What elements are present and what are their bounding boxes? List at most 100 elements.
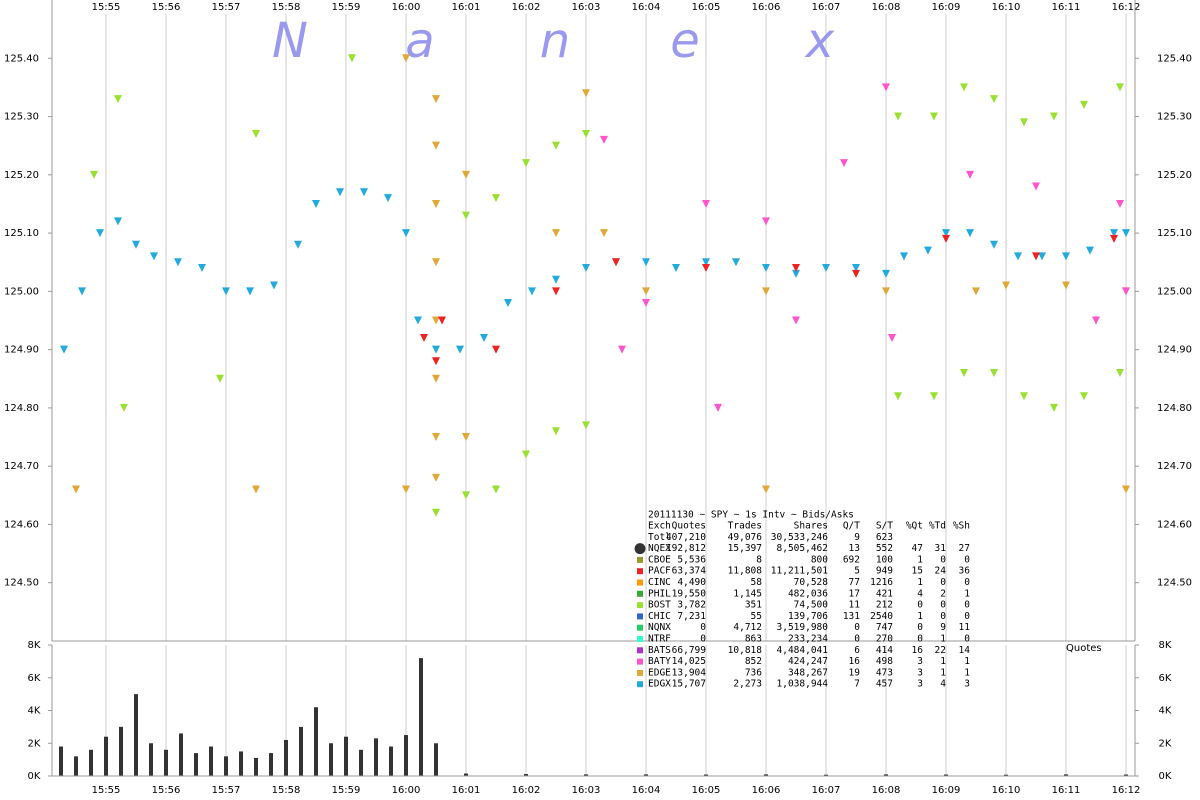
quote-mark [462,211,470,220]
quote-mark [762,287,770,296]
quote-mark [432,433,440,442]
table-cell: 7,231 [677,611,706,622]
quote-mark [894,112,902,121]
x-tick-label: 15:58 [272,2,301,13]
x-tick-label: 16:09 [932,785,961,796]
table-cell: 4,484,041 [777,645,829,656]
volume-bar [944,774,948,776]
table-cell: 19,550 [672,588,707,599]
quote-mark [1050,403,1058,412]
quote-mark [714,403,722,412]
table-title: 20111130 ~ SPY ~ 1s Intv ~ Bids/Asks [648,510,854,521]
quote-mark [1122,485,1130,494]
quote-mark [600,229,608,238]
table-cell: 1 [964,656,970,667]
table-cell: 2540 [870,611,893,622]
volume-bar [284,739,288,776]
x-tick-label: 16:05 [692,785,721,796]
x-tick-label: 16:10 [992,785,1021,796]
y-tick-label: 0K [1159,771,1172,782]
x-tick-label: 16:09 [932,2,961,13]
quote-mark [432,374,440,383]
table-cell: 16 [849,656,861,667]
row-marker [637,669,643,676]
x-tick-label: 16:03 [572,2,601,13]
y-tick-label: 124.50 [4,578,39,589]
quote-mark [642,258,650,267]
quote-mark [1020,118,1028,127]
quote-mark [1050,112,1058,121]
table-cell: 3,519,980 [777,622,829,633]
quote-mark [294,240,302,249]
quote-mark [1062,281,1070,290]
volume-bar [389,746,393,776]
table-cell: 473 [876,667,893,678]
quote-mark [840,159,848,168]
table-cell: 0 [917,634,923,645]
x-tick-label: 16:05 [692,2,721,13]
volume-bar [704,774,708,776]
table-cell: 736 [745,667,762,678]
volume-bar [644,774,648,776]
table-cell: 270 [876,634,893,645]
quote-mark [114,217,122,226]
quote-mark [600,135,608,144]
table-cell: 0 [917,622,923,633]
table-header: Quotes [672,521,706,532]
y-tick-label: 4K [28,706,41,717]
table-cell: 0 [940,554,946,565]
table-cell: 949 [876,566,893,577]
x-tick-label: 16:00 [392,785,421,796]
quote-mark [960,83,968,92]
table-cell: 414 [876,645,893,656]
quote-mark [432,357,440,366]
table-cell: BATY [648,656,671,667]
quote-mark [552,275,560,284]
table-cell: 192,812 [666,543,706,554]
x-tick-label: 16:07 [812,2,841,13]
y-tick-label: 124.90 [1157,345,1192,356]
table-cell: 0 [854,622,860,633]
x-tick-label: 16:12 [1112,785,1141,796]
quote-mark [702,264,710,273]
x-tick-label: 16:01 [452,785,481,796]
quote-mark [72,485,80,494]
quote-mark [462,170,470,179]
x-tick-label: 16:06 [752,2,781,13]
quote-mark [174,258,182,267]
quote-mark [942,234,950,243]
quote-mark [336,188,344,197]
quote-mark [990,368,998,377]
quote-mark [930,112,938,121]
table-cell: 74,500 [794,600,829,611]
x-tick-label: 16:04 [632,2,661,13]
quote-mark [1122,229,1130,238]
table-cell: BOST [648,600,671,611]
y-tick-label: 124.70 [1157,461,1192,472]
table-cell: 49,076 [728,532,763,543]
table-cell: 15,707 [672,679,706,690]
quote-mark [882,287,890,296]
volume-bar [314,707,318,776]
table-cell: 0 [940,600,946,611]
table-cell: 13 [849,543,860,554]
table-cell: 2 [940,588,946,599]
y-tick-label: 8K [28,640,41,651]
y-tick-label: 125.20 [1157,170,1192,181]
y-tick-label: 125.20 [4,170,39,181]
quote-mark [492,345,500,354]
quote-mark [1116,368,1124,377]
watermark-letter: x [804,13,835,69]
table-cell: 421 [876,588,893,599]
quote-mark [432,316,440,325]
volume-bar [209,746,213,776]
volume-bar [194,753,198,776]
table-cell: 498 [876,656,893,667]
quote-mark [1014,252,1022,261]
quote-mark [942,229,950,238]
volume-bar [584,774,588,776]
volume-bar [89,749,93,776]
table-cell: 0 [940,577,946,588]
